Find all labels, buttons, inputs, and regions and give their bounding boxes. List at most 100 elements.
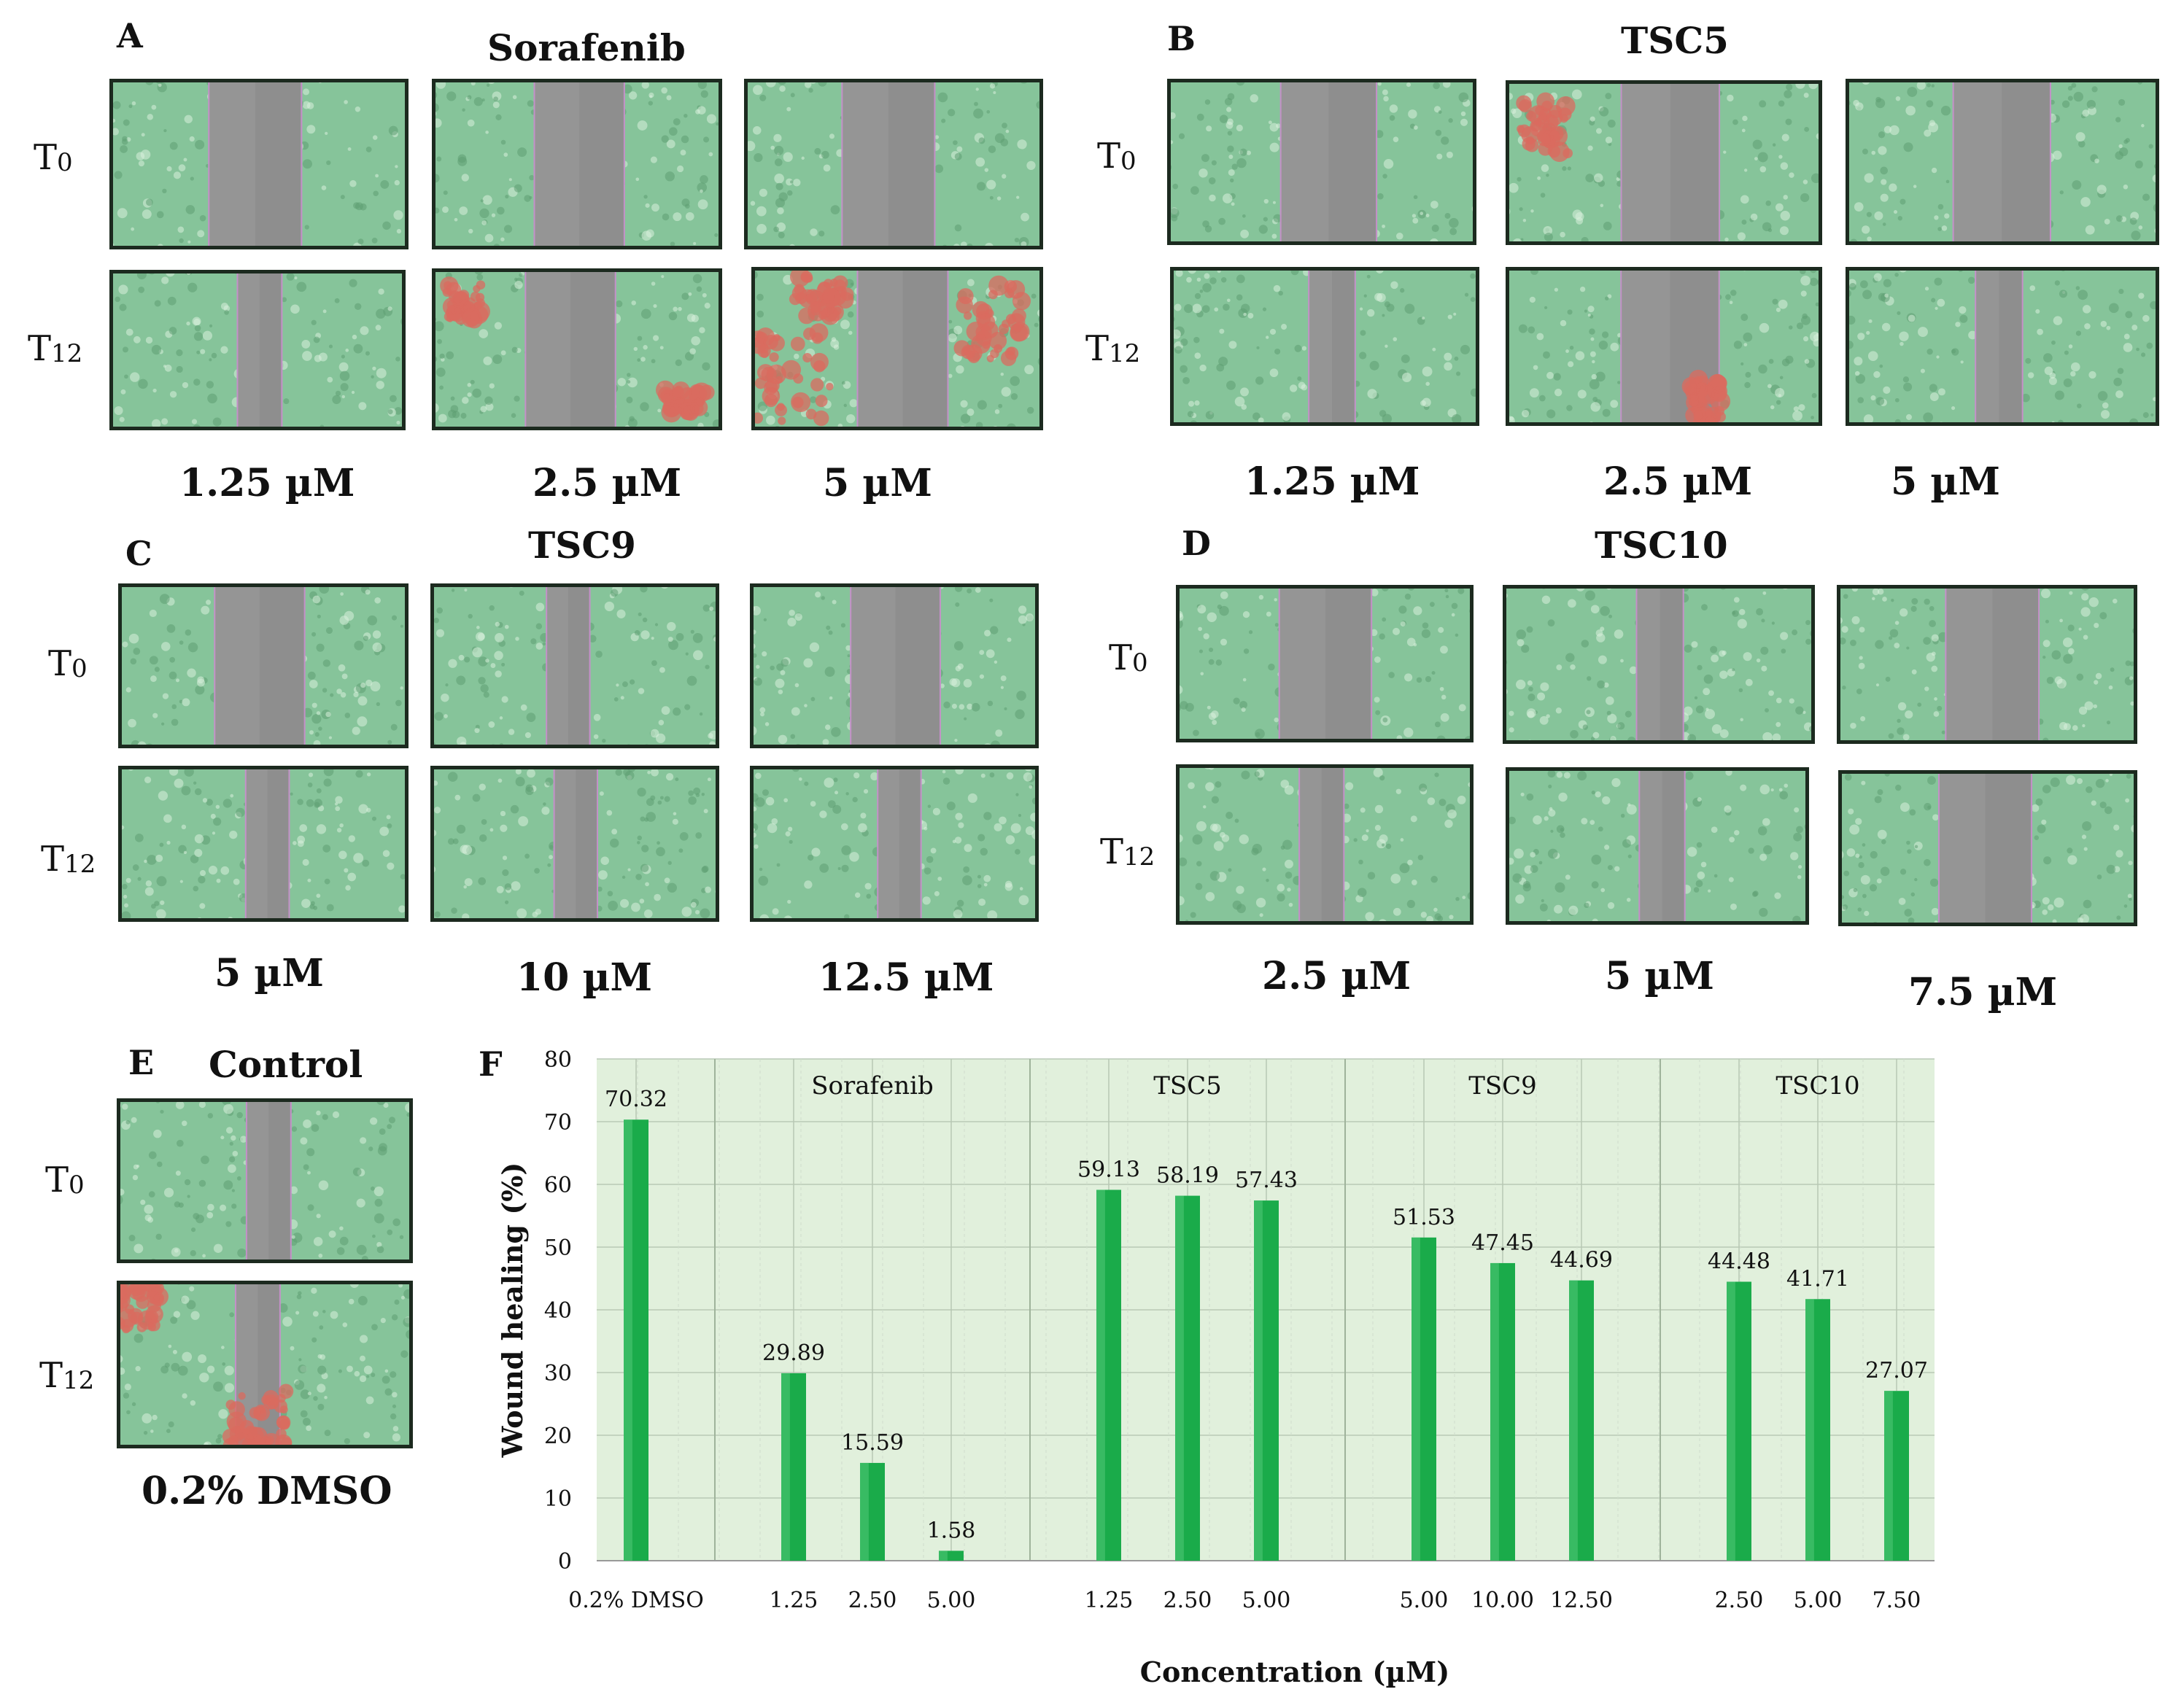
micrograph: [1167, 79, 1476, 245]
panel-b-title: TSC5: [1621, 19, 1729, 62]
panel-b-conc-1: 1.25 µM: [1244, 459, 1420, 504]
micrograph: [109, 270, 406, 430]
y-tick-label: 0: [558, 1549, 572, 1575]
x-tick-label: 5.00: [1242, 1588, 1291, 1613]
panel-c-conc-1: 5 µM: [214, 951, 324, 995]
data-label: 44.48: [1708, 1249, 1770, 1274]
micrograph: [1503, 585, 1815, 744]
panel-e-conc: 0.2% DMSO: [142, 1469, 392, 1513]
micrograph: [1838, 770, 2137, 926]
data-label: 58.19: [1156, 1163, 1219, 1189]
data-label: 70.32: [605, 1087, 667, 1112]
y-tick-label: 80: [544, 1047, 572, 1073]
y-tick-label: 10: [544, 1486, 572, 1512]
panel-e-title: Control: [209, 1043, 363, 1086]
y-tick-label: 70: [544, 1110, 572, 1136]
bar-highlight: [1412, 1237, 1420, 1561]
panel-a-conc-1: 1.25 µM: [179, 461, 355, 505]
micrograph: [118, 583, 408, 748]
data-label: 51.53: [1393, 1205, 1455, 1230]
panel-e-t0-label: T0: [45, 1160, 85, 1200]
group-label: TSC5: [1153, 1071, 1222, 1101]
panel-c-conc-2: 10 µM: [516, 955, 653, 1000]
micrograph: [1176, 764, 1474, 925]
micrograph: [750, 766, 1039, 922]
panel-d-conc-2: 5 µM: [1605, 954, 1714, 998]
panel-c-t12-label: T12: [41, 839, 96, 880]
micrograph: [744, 79, 1043, 249]
micrograph: [1506, 767, 1809, 925]
panel-a-t0-label: T0: [34, 137, 73, 178]
panel-a-conc-3: 5 µM: [823, 461, 932, 505]
panel-d-t12-label: T12: [1100, 831, 1155, 872]
x-tick-label: 1.25: [770, 1588, 818, 1613]
bar-highlight: [624, 1119, 632, 1561]
bar-highlight: [1490, 1262, 1499, 1561]
x-tick-label: 5.00: [927, 1588, 976, 1613]
panel-d-conc-1: 2.5 µM: [1262, 954, 1412, 998]
data-label: 27.07: [1865, 1358, 1928, 1383]
data-label: 15.59: [841, 1430, 904, 1456]
micrograph: [1506, 80, 1822, 245]
bar-highlight: [1175, 1195, 1184, 1561]
panel-b-conc-3: 5 µM: [1891, 459, 2000, 504]
y-axis-title: Wound healing (%): [496, 1163, 529, 1459]
bar-highlight: [1254, 1200, 1263, 1561]
micrograph: [1176, 585, 1474, 742]
group-label: Sorafenib: [811, 1071, 934, 1101]
panel-b-t0-label: T0: [1097, 136, 1136, 176]
x-tick-label: 2.50: [1163, 1588, 1212, 1613]
panel-d-title: TSC10: [1595, 524, 1728, 567]
bar-highlight: [1884, 1391, 1893, 1561]
panel-d-t0-label: T0: [1109, 637, 1148, 678]
data-label: 57.43: [1235, 1168, 1298, 1193]
bar-highlight: [1096, 1189, 1105, 1561]
group-label: TSC9: [1468, 1071, 1537, 1101]
panel-b-t12-label: T12: [1085, 328, 1141, 369]
panel-a-title: Sorafenib: [487, 26, 686, 69]
panel-a-letter: A: [117, 16, 143, 55]
panel-c-t0-label: T0: [48, 643, 88, 684]
panel-e-letter: E: [128, 1043, 155, 1082]
panel-f-letter: F: [479, 1044, 503, 1084]
micrograph: [118, 766, 408, 922]
micrograph: [1837, 585, 2137, 744]
micrograph: [430, 583, 719, 748]
data-label: 1.58: [927, 1518, 976, 1543]
micrograph: [117, 1098, 413, 1263]
x-tick-label: 5.00: [1400, 1588, 1449, 1613]
panel-c-conc-3: 12.5 µM: [818, 955, 994, 1000]
x-tick-label: 0.2% DMSO: [568, 1588, 704, 1613]
micrograph: [1846, 79, 2159, 245]
panel-e-t12-label: T12: [39, 1355, 95, 1396]
micrograph: [432, 268, 722, 430]
micrograph: [432, 79, 722, 249]
data-label: 47.45: [1471, 1230, 1534, 1256]
bar-highlight: [939, 1550, 948, 1561]
panel-c-title: TSC9: [528, 524, 636, 567]
micrograph: [1506, 267, 1822, 426]
bar-highlight: [1805, 1299, 1814, 1561]
data-label: 29.89: [762, 1340, 825, 1366]
bar-highlight: [860, 1462, 869, 1561]
bar-highlight: [1569, 1280, 1578, 1561]
x-tick-label: 1.25: [1085, 1588, 1134, 1613]
micrograph: [1846, 267, 2159, 426]
panel-a-t12-label: T12: [28, 328, 83, 369]
y-tick-label: 50: [544, 1235, 572, 1261]
panel-d-conc-3: 7.5 µM: [1908, 970, 2058, 1014]
y-tick-label: 30: [544, 1361, 572, 1386]
x-tick-label: 2.50: [1715, 1588, 1764, 1613]
y-tick-label: 60: [544, 1173, 572, 1198]
x-tick-label: 10.00: [1471, 1588, 1534, 1613]
micrograph: [1170, 267, 1479, 426]
bar-highlight: [781, 1373, 790, 1561]
x-tick-label: 7.50: [1873, 1588, 1921, 1613]
group-label: TSC10: [1776, 1071, 1859, 1101]
micrograph: [750, 583, 1039, 748]
x-tick-label: 12.50: [1550, 1588, 1613, 1613]
y-tick-label: 20: [544, 1424, 572, 1449]
data-label: 41.71: [1786, 1266, 1849, 1292]
micrograph: [430, 766, 719, 922]
